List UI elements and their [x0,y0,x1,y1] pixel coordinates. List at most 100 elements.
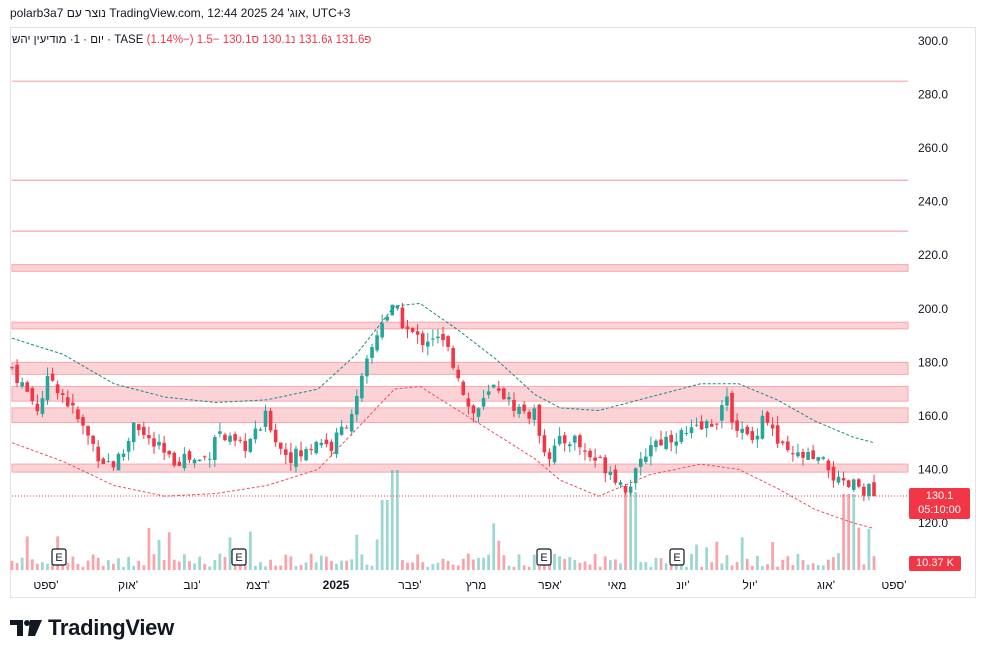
volume-bar [781,559,785,570]
volume-bar [720,563,724,570]
candle-body [441,333,445,341]
candle-body [578,435,582,448]
ohlc-legend: יום · 1· מודיעין יהש · TASE פ131.6 ג131.… [12,34,371,46]
volume-bar [66,563,70,570]
open-value: 131.6 [335,34,365,46]
candle-body [740,428,744,433]
volume-bar [593,553,597,570]
volume-bar [522,565,526,570]
volume-bar [695,544,698,570]
candle-body [588,450,592,458]
volume-bar [451,564,455,570]
candle-body [436,336,440,339]
volume-bar [735,562,739,570]
volume-bar [745,558,749,570]
volume-bar [259,562,262,570]
candle-body [365,358,369,377]
volume-bar [152,554,156,570]
volume-bar [112,563,115,570]
candle-body [481,398,486,407]
volume-bar [441,558,445,570]
volume-bar [862,564,866,570]
time-tick-label: אוג' [817,578,835,592]
symbol-label[interactable]: יום · 1· מודיעין יהש · TASE [12,34,144,46]
volume-bar [395,470,399,570]
volume-bar [872,556,876,570]
candle-body [304,449,308,461]
volume-bar [811,563,815,570]
volume-bar [512,566,516,570]
brand-name: TradingView [48,615,174,640]
candle-body [263,410,268,427]
candle-body [30,388,35,402]
resistance-zone [11,463,909,473]
candle-body [862,486,866,496]
volume-bar [664,563,668,570]
earnings-marker[interactable]: E [669,548,685,566]
volume-bar [842,494,845,570]
candle-body [431,338,435,340]
candle-body [147,435,151,439]
candle-body [284,449,288,455]
low-value: 130.1 [262,34,292,46]
volume-bar [750,565,754,570]
price-tick-label: 160.0 [918,409,948,423]
candle-body [65,397,70,407]
footer-brand[interactable]: TradingView [10,615,174,641]
svg-text:E: E [540,552,547,564]
volume-bar [791,565,795,570]
candle-body [96,446,100,462]
volume-bar [826,559,830,570]
volume-bar [755,555,759,570]
candle-body [273,429,278,443]
candle-body [410,327,415,332]
earnings-marker[interactable]: E [536,548,552,566]
candle-body [623,486,628,493]
candle-body [45,375,50,401]
volume-bar [436,562,440,570]
candle-body [15,364,19,383]
volume-bar [532,554,536,570]
candle-body [720,405,724,421]
volume-bar [294,566,298,570]
candle-body [223,434,227,441]
svg-text:E: E [55,552,62,564]
volume-bar [801,559,805,570]
earnings-marker[interactable]: E [51,548,67,566]
earnings-marker[interactable]: E [231,548,247,566]
volume-bar [30,559,34,570]
time-tick-label: 2025 [323,578,350,592]
volume-bar [502,555,506,570]
volume-bar [355,534,359,570]
candle-body [654,440,658,448]
volume-bar [649,566,653,570]
candle-body [715,423,719,425]
volume-bar [233,565,237,570]
candle-body [136,424,141,431]
candle-body [598,456,602,458]
volume-bar [253,565,257,570]
candle-body [517,406,521,414]
candle-body [628,486,633,493]
candle-body [786,441,790,451]
volume-bar [629,492,633,570]
volume-bar [345,560,349,570]
candle-body [213,437,217,460]
candle-body [557,435,562,445]
candle-body [425,341,430,347]
candle-body [121,453,126,457]
volume-bar [426,566,430,570]
candle-body [35,403,40,412]
candle-body [451,348,455,368]
candle-body [278,442,283,449]
volume-bar [41,562,44,570]
candle-body [91,435,95,444]
candle-body [289,452,293,464]
volume-bar [401,560,404,570]
candle-body [704,421,709,429]
volume-bar [771,542,774,570]
candle-body [562,435,567,444]
candle-body [207,458,212,460]
candle-body [60,393,65,396]
